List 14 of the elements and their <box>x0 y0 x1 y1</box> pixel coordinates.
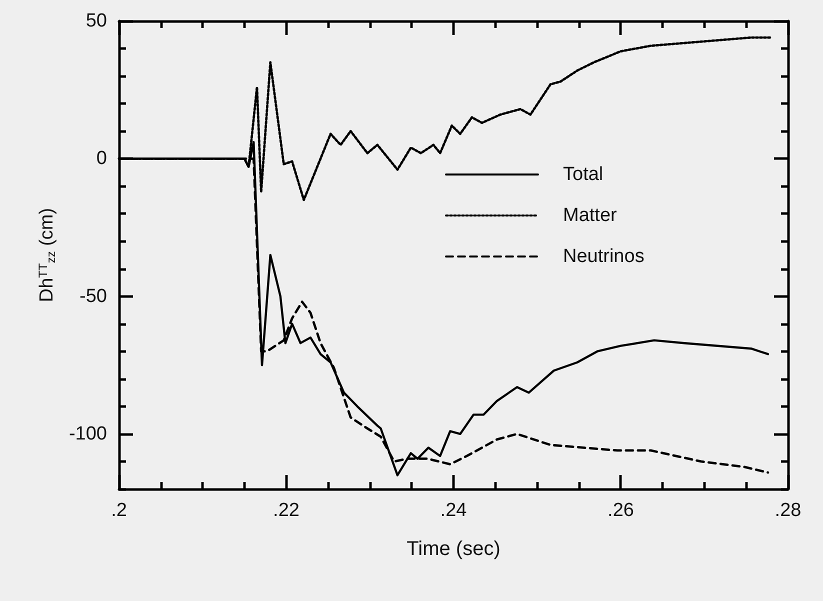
y-axis-title: DhTTzz (cm) <box>36 208 58 302</box>
x-tick-label: .26 <box>608 500 634 521</box>
x-tick-label: .24 <box>440 500 468 521</box>
x-tick-label: .28 <box>774 500 802 521</box>
x-axis-title: Time (sec) <box>406 538 500 560</box>
y-tick-label: -50 <box>80 286 107 307</box>
legend-label: Matter <box>563 205 618 226</box>
legend-label: Neutrinos <box>563 246 644 267</box>
y-tick-label: 0 <box>96 148 107 170</box>
y-tick-label: 50 <box>86 10 107 32</box>
y-tick-label: -100 <box>68 423 107 444</box>
x-tick-label: .22 <box>273 500 300 521</box>
x-tick-label: .2 <box>111 500 127 521</box>
legend-label: Total <box>563 164 604 185</box>
